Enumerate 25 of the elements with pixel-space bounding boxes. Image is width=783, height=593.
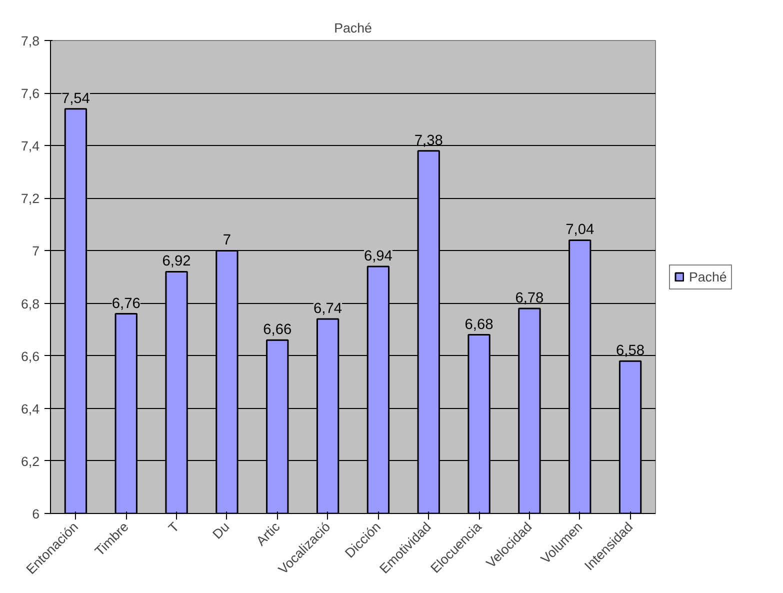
y-tick-label: 6,8 [20, 296, 40, 312]
y-tick-label: 7,6 [20, 86, 40, 102]
data-label: 6,74 [314, 301, 342, 318]
data-label: 7,04 [566, 222, 594, 238]
x-tick-label: Du [210, 519, 232, 542]
data-label: 6,92 [162, 254, 191, 270]
data-label: 6,68 [464, 316, 494, 333]
data-label: 7,38 [414, 132, 443, 149]
data-label: 6,94 [364, 248, 392, 264]
y-tick-label: 7,8 [20, 34, 40, 48]
y-tick-label: 6 [32, 506, 40, 522]
y-tick-label: 6,4 [20, 401, 40, 416]
chart-title: Paché [334, 20, 372, 36]
y-tick-label: 7,2 [20, 191, 40, 206]
data-label: 6,66 [263, 322, 292, 338]
y-tick-label: 7 [32, 244, 40, 259]
data-label: 7,54 [61, 90, 90, 107]
y-tick-label: 6,2 [20, 454, 40, 469]
data-label: 7 [222, 232, 232, 249]
data-label: 6,78 [515, 290, 544, 307]
y-tick-label: 7,4 [20, 138, 40, 154]
data-label: 6,76 [112, 296, 140, 312]
x-tick-label: T [165, 519, 182, 536]
legend-label: Paché [689, 269, 727, 284]
y-tick-label: 6,6 [20, 348, 40, 364]
